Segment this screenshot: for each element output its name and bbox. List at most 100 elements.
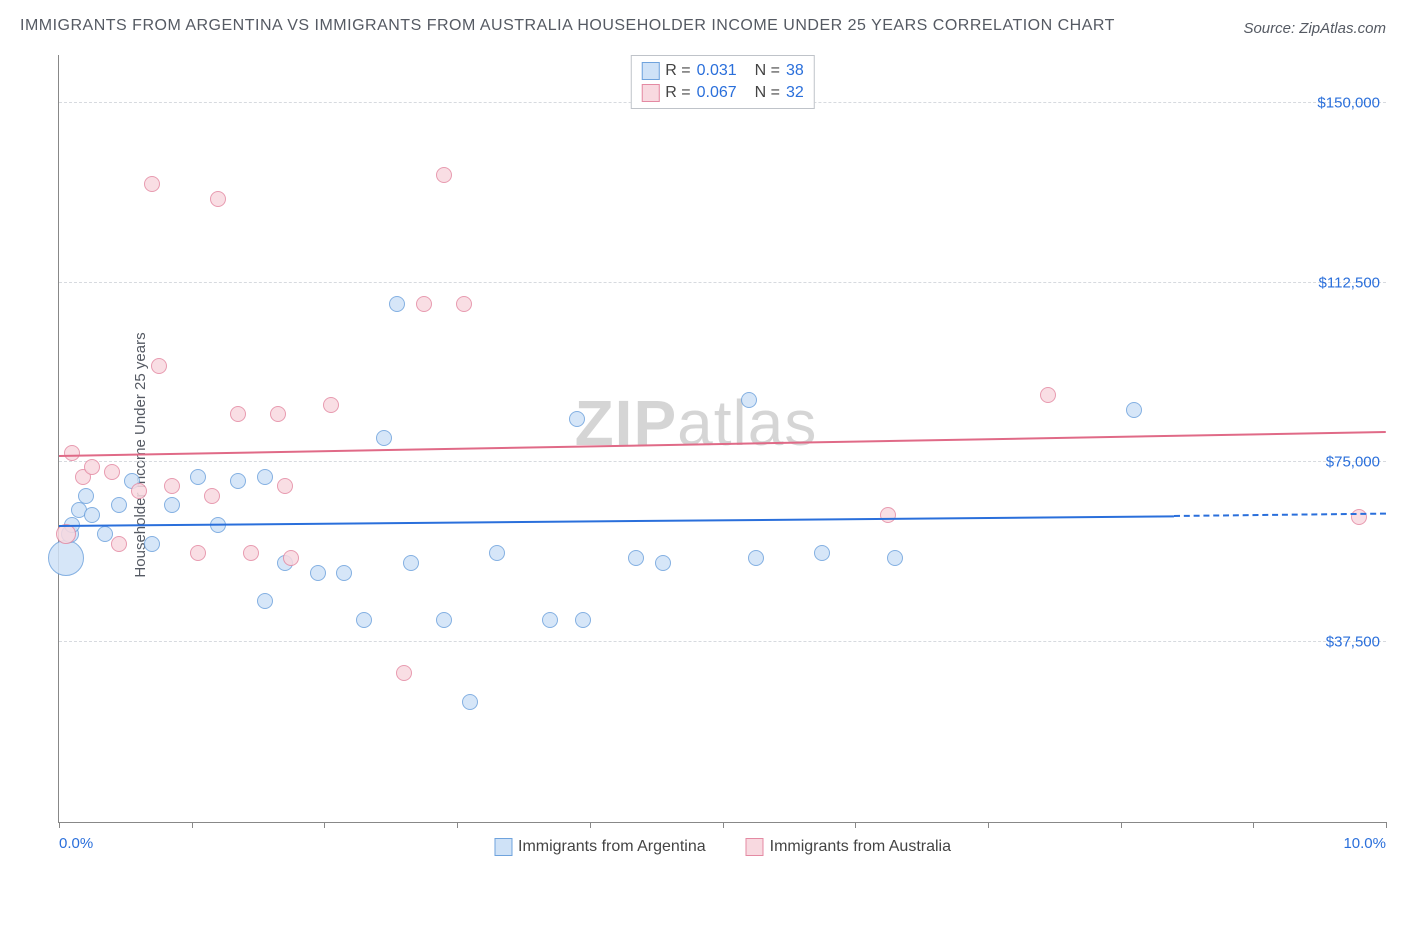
- chart-source: Source: ZipAtlas.com: [1243, 20, 1386, 41]
- x-tick: [590, 822, 591, 828]
- legend-swatch: [641, 62, 659, 80]
- legend-item: Immigrants from Australia: [746, 838, 951, 856]
- data-point: [396, 665, 412, 681]
- data-point: [462, 694, 478, 710]
- data-point: [277, 478, 293, 494]
- data-point: [164, 497, 180, 513]
- data-point: [323, 397, 339, 413]
- legend-stats-row: R = 0.031 N = 38: [641, 60, 803, 82]
- correlation-legend: R = 0.031 N = 38 R = 0.067 N = 32: [630, 55, 814, 109]
- data-point: [569, 411, 585, 427]
- data-point: [814, 545, 830, 561]
- n-value: 38: [786, 62, 804, 80]
- n-label: N =: [755, 62, 780, 80]
- data-point: [1040, 387, 1056, 403]
- x-tick: [988, 822, 989, 828]
- data-point: [111, 536, 127, 552]
- y-tick-label: $75,000: [1326, 454, 1380, 471]
- data-point: [283, 550, 299, 566]
- x-tick-label: 0.0%: [59, 835, 93, 852]
- x-tick: [1121, 822, 1122, 828]
- data-point: [164, 478, 180, 494]
- chart-header: IMMIGRANTS FROM ARGENTINA VS IMMIGRANTS …: [20, 12, 1386, 41]
- r-value: 0.031: [697, 62, 749, 80]
- data-point: [575, 612, 591, 628]
- data-point: [204, 488, 220, 504]
- x-tick: [192, 822, 193, 828]
- n-value: 32: [786, 84, 804, 102]
- data-point: [741, 392, 757, 408]
- data-point: [416, 296, 432, 312]
- data-point: [210, 191, 226, 207]
- data-point: [389, 296, 405, 312]
- data-point: [880, 507, 896, 523]
- legend-swatch: [494, 838, 512, 856]
- x-tick: [723, 822, 724, 828]
- gridline: [59, 282, 1386, 283]
- n-label: N =: [755, 84, 780, 102]
- r-label: R =: [665, 84, 690, 102]
- data-point: [190, 469, 206, 485]
- data-point: [456, 296, 472, 312]
- data-point: [144, 176, 160, 192]
- data-point: [887, 550, 903, 566]
- legend-stats-row: R = 0.067 N = 32: [641, 82, 803, 104]
- legend-swatch: [641, 84, 659, 102]
- data-point: [489, 545, 505, 561]
- x-tick: [324, 822, 325, 828]
- data-point: [230, 473, 246, 489]
- data-point: [151, 358, 167, 374]
- y-tick-label: $37,500: [1326, 634, 1380, 651]
- series-legend: Immigrants from Argentina Immigrants from…: [494, 838, 951, 856]
- gridline: [59, 641, 1386, 642]
- x-tick: [855, 822, 856, 828]
- data-point: [655, 555, 671, 571]
- data-point: [436, 612, 452, 628]
- watermark-bold: ZIP: [575, 387, 678, 459]
- legend-label: Immigrants from Australia: [770, 838, 951, 856]
- data-point: [243, 545, 259, 561]
- data-point: [84, 507, 100, 523]
- data-point: [190, 545, 206, 561]
- data-point: [84, 459, 100, 475]
- data-point: [336, 565, 352, 581]
- data-point: [257, 593, 273, 609]
- data-point: [1126, 402, 1142, 418]
- chart-area: Householder Income Under 25 years ZIPatl…: [20, 45, 1386, 865]
- r-label: R =: [665, 62, 690, 80]
- data-point: [131, 483, 147, 499]
- x-tick: [59, 822, 60, 828]
- data-point: [310, 565, 326, 581]
- trend-line: [59, 431, 1386, 457]
- x-tick: [1253, 822, 1254, 828]
- legend-label: Immigrants from Argentina: [518, 838, 706, 856]
- chart-title: IMMIGRANTS FROM ARGENTINA VS IMMIGRANTS …: [20, 12, 1115, 41]
- data-point: [376, 430, 392, 446]
- gridline: [59, 461, 1386, 462]
- data-point: [111, 497, 127, 513]
- y-tick-label: $150,000: [1317, 94, 1380, 111]
- x-tick: [1386, 822, 1387, 828]
- data-point: [78, 488, 94, 504]
- data-point: [257, 469, 273, 485]
- x-tick: [457, 822, 458, 828]
- data-point: [356, 612, 372, 628]
- data-point: [56, 524, 76, 544]
- data-point: [64, 445, 80, 461]
- r-value: 0.067: [697, 84, 749, 102]
- x-tick-label: 10.0%: [1343, 835, 1386, 852]
- data-point: [48, 540, 84, 576]
- data-point: [144, 536, 160, 552]
- data-point: [1351, 509, 1367, 525]
- plot-region: ZIPatlas R =0.031N =38R =0.067N =32 Immi…: [58, 55, 1386, 823]
- data-point: [542, 612, 558, 628]
- legend-swatch: [746, 838, 764, 856]
- trend-line: [59, 515, 1174, 527]
- data-point: [270, 406, 286, 422]
- data-point: [436, 167, 452, 183]
- data-point: [230, 406, 246, 422]
- data-point: [104, 464, 120, 480]
- data-point: [403, 555, 419, 571]
- watermark: ZIPatlas: [575, 386, 818, 460]
- data-point: [628, 550, 644, 566]
